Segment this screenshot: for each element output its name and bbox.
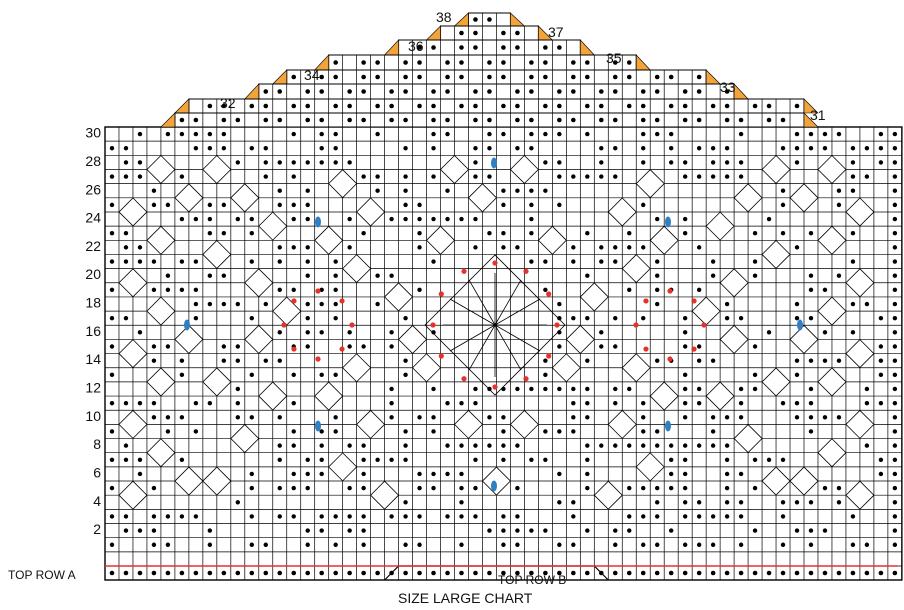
left-row-number: 20 — [85, 266, 101, 282]
left-row-number: 4 — [93, 493, 101, 509]
top-number-33: 33 — [720, 79, 736, 95]
top-number-32: 32 — [220, 95, 236, 111]
left-row-numbers: 30 28 26 24 22 20 18 16 14 12 10 8 6 4 2 — [85, 125, 101, 538]
left-row-number: 14 — [85, 351, 101, 367]
top-row-b-label: TOP ROW B — [498, 573, 566, 587]
left-row-number: 18 — [85, 295, 101, 311]
left-row-number: 10 — [85, 408, 101, 424]
left-row-number: 6 — [93, 464, 101, 480]
left-row-number: 22 — [85, 238, 101, 254]
top-number-34: 34 — [304, 67, 320, 83]
left-row-number: 26 — [85, 181, 101, 197]
stitch-symbols — [109, 17, 898, 576]
top-number-31: 31 — [810, 107, 826, 123]
top-number-37: 37 — [548, 24, 564, 40]
left-row-number: 30 — [85, 125, 101, 141]
top-row-a-label: TOP ROW A — [8, 568, 76, 582]
chart-title: SIZE LARGE CHART — [398, 590, 533, 606]
left-row-number: 12 — [85, 380, 101, 396]
top-number-36: 36 — [408, 38, 424, 54]
left-row-number: 2 — [93, 521, 101, 537]
top-number-35: 35 — [606, 50, 622, 66]
top-number-38: 38 — [436, 9, 452, 25]
left-row-number: 16 — [85, 323, 101, 339]
center-star-motif — [424, 254, 566, 396]
left-row-number: 24 — [85, 210, 101, 226]
left-row-number: 8 — [93, 436, 101, 452]
left-row-number: 28 — [85, 153, 101, 169]
